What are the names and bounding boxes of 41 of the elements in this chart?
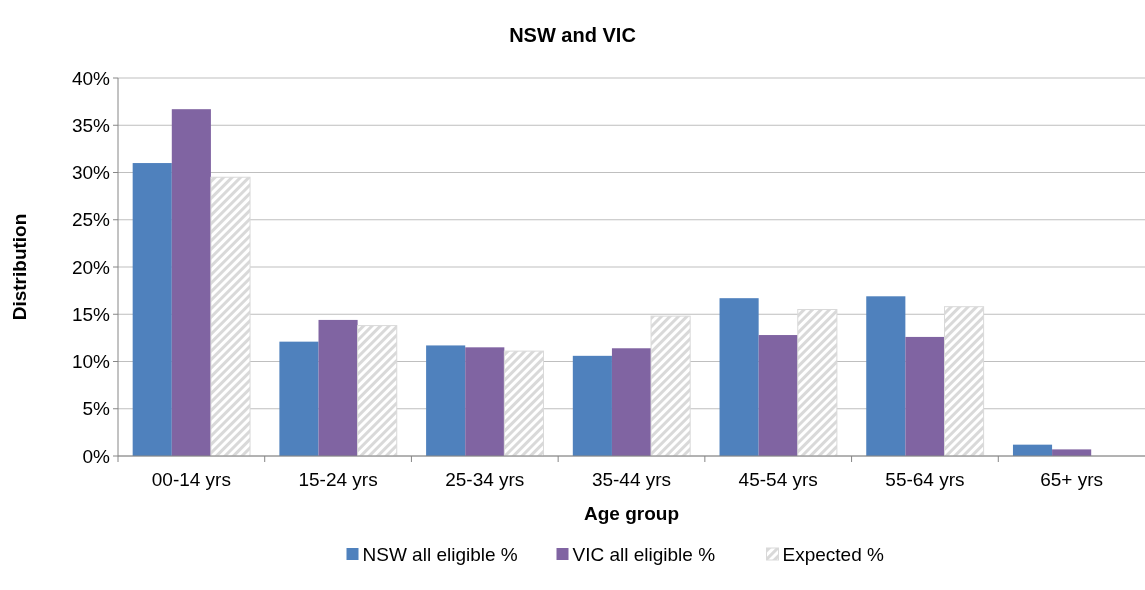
bar <box>611 348 652 456</box>
y-tick-label: 30% <box>71 162 111 184</box>
x-tick-label: 35-44 yrs <box>591 469 672 490</box>
x-tick-label: 25-34 yrs <box>445 469 525 490</box>
legend-label: NSW all eligible % <box>362 543 518 565</box>
y-tick-label: 15% <box>71 303 111 325</box>
legend-label: VIC all eligible % <box>572 543 716 565</box>
chart-title: NSW and VIC <box>509 24 636 46</box>
bar <box>572 355 612 456</box>
y-tick-label: 5% <box>82 398 111 420</box>
x-tick-label: 65+ yrs <box>1040 469 1104 490</box>
y-tick-label: 40% <box>71 67 111 89</box>
x-tick-label: 45-54 yrs <box>738 469 818 490</box>
y-tick-label: 10% <box>71 351 111 373</box>
bar <box>719 298 759 456</box>
bar <box>797 309 838 457</box>
bar <box>210 176 251 457</box>
bar <box>426 345 466 456</box>
x-tick-label: 15-24 yrs <box>298 469 378 490</box>
legend-label: Expected % <box>782 543 884 565</box>
bar <box>318 319 358 456</box>
bar <box>279 341 319 456</box>
bar <box>465 347 505 456</box>
x-axis-title: Age group <box>584 503 679 524</box>
bar <box>503 350 544 457</box>
y-tick-label: 25% <box>71 209 111 231</box>
x-tick-label: 55-64 yrs <box>885 469 965 490</box>
y-axis-title: Distribution <box>9 213 30 321</box>
bar <box>905 336 945 456</box>
bar <box>171 109 211 456</box>
bar <box>1052 449 1092 456</box>
y-tick-label: 20% <box>71 256 111 278</box>
y-tick-label: 35% <box>71 114 111 136</box>
bar <box>866 296 906 456</box>
bar <box>132 163 172 456</box>
y-tick-label: 0% <box>82 445 111 467</box>
bar <box>943 306 985 457</box>
bar <box>357 325 398 457</box>
bar <box>758 335 798 456</box>
x-tick-label: 00-14 yrs <box>151 469 231 490</box>
bar <box>650 315 691 457</box>
